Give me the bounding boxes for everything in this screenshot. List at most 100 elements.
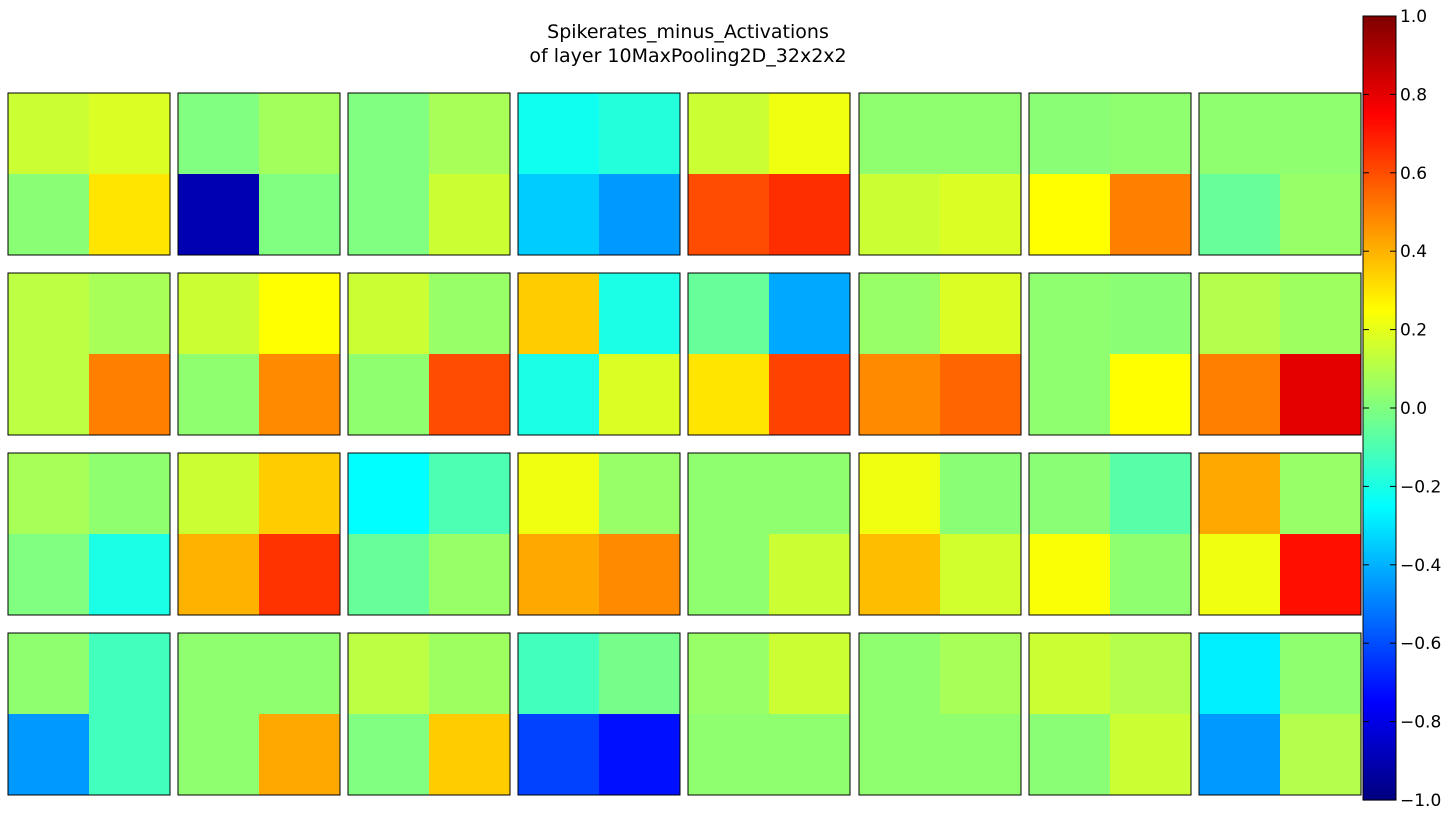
heatmap-cell <box>89 714 171 796</box>
colorbar-segment <box>1363 352 1396 357</box>
colorbar-segment <box>1363 273 1396 277</box>
heatmap-cell <box>429 453 511 535</box>
colorbar-segment <box>1363 444 1396 449</box>
colorbar-segment <box>1363 524 1396 529</box>
colorbar-tick-label: 0.6 <box>1400 164 1427 184</box>
heatmap-cell <box>178 714 260 796</box>
panel-frame <box>517 272 681 436</box>
colorbar-segment <box>1363 404 1396 409</box>
colorbar-segment <box>1363 377 1396 382</box>
colorbar-segment <box>1363 720 1396 725</box>
colorbar-segment <box>1363 49 1396 54</box>
colorbar-segment <box>1363 401 1396 406</box>
colorbar-segment <box>1363 686 1396 691</box>
colorbar-segment <box>1363 423 1396 427</box>
heatmap-cell <box>8 534 90 616</box>
colorbar-segment <box>1363 156 1396 161</box>
panel-frame <box>858 272 1022 436</box>
colorbar-segment <box>1363 460 1396 464</box>
colorbar-tick-label: −0.8 <box>1400 713 1441 733</box>
colorbar-segment <box>1363 408 1396 412</box>
colorbar-tick-label: 1.0 <box>1400 7 1427 27</box>
colorbar-segment <box>1363 120 1396 124</box>
heatmap-cell <box>1280 453 1362 535</box>
heatmap-cell <box>1029 714 1111 796</box>
colorbar-segment <box>1363 242 1396 247</box>
colorbar-segment <box>1363 646 1396 651</box>
colorbar-segment <box>1363 738 1396 743</box>
colorbar-segment <box>1363 285 1396 290</box>
colorbar-segment <box>1363 711 1396 715</box>
colorbar-segment <box>1363 288 1396 293</box>
colorbar-segment <box>1363 398 1396 403</box>
colorbar-segment <box>1363 729 1396 734</box>
colorbar-tick-label: −0.6 <box>1400 634 1441 654</box>
colorbar-segment <box>1363 754 1396 758</box>
heatmap-cell <box>940 714 1022 796</box>
colorbar-segment <box>1363 264 1396 268</box>
colorbar-segment <box>1363 643 1396 648</box>
heatmap-cell <box>89 534 171 616</box>
colorbar-segment <box>1363 781 1396 786</box>
colorbar-segment <box>1363 683 1396 688</box>
heatmap-cell <box>769 633 851 715</box>
colorbar-segment <box>1363 184 1396 189</box>
heatmap-cell <box>688 534 770 616</box>
colorbar-segment <box>1363 313 1396 317</box>
colorbar-segment <box>1363 270 1396 274</box>
heatmap-cell <box>1029 273 1111 355</box>
heatmap-cell <box>769 273 851 355</box>
colorbar-segment <box>1363 751 1396 755</box>
colorbar-segment <box>1363 536 1396 541</box>
colorbar-segment <box>1363 291 1396 296</box>
colorbar-segment <box>1363 218 1396 222</box>
heatmap-cell <box>429 273 511 355</box>
colorbar-segment <box>1363 521 1396 525</box>
heatmap-cell <box>769 534 851 616</box>
heatmap-cell <box>1199 633 1281 715</box>
heatmap-cell <box>940 273 1022 355</box>
colorbar-segment <box>1363 604 1396 608</box>
heatmap-cell <box>8 453 90 535</box>
heatmap-cell <box>1280 174 1362 256</box>
colorbar-segment <box>1363 558 1396 562</box>
heatmap-cell <box>178 93 260 175</box>
colorbar-segment <box>1363 40 1396 45</box>
colorbar-segment <box>1363 349 1396 354</box>
heatmap-cell <box>1199 453 1281 535</box>
colorbar-segment <box>1363 55 1396 60</box>
colorbar-segment <box>1363 98 1396 103</box>
colorbar-segment <box>1363 512 1396 516</box>
colorbar-tick-label: −0.4 <box>1400 556 1441 576</box>
colorbar-segment <box>1363 438 1396 443</box>
panel-frame <box>1028 92 1192 256</box>
heatmap-cell <box>769 93 851 175</box>
heatmap-cell <box>940 354 1022 436</box>
chart-title-line-1: Spikerates_minus_Activations <box>547 21 829 43</box>
colorbar-segment <box>1363 763 1396 767</box>
colorbar-segment <box>1363 251 1396 256</box>
colorbar-segment <box>1363 236 1396 241</box>
colorbar-segment <box>1363 221 1396 225</box>
colorbar-segment <box>1363 432 1396 437</box>
heatmap-cell <box>1029 93 1111 175</box>
colorbar-segment <box>1363 735 1396 740</box>
colorbar-segment <box>1363 107 1396 112</box>
colorbar-segment <box>1363 637 1396 642</box>
colorbar-segment <box>1363 68 1396 72</box>
colorbar-segment <box>1363 429 1396 434</box>
panel-frame <box>347 272 511 436</box>
colorbar-segment <box>1363 555 1396 559</box>
colorbar-segment <box>1363 769 1396 774</box>
colorbar-segment <box>1363 86 1396 91</box>
colorbar-segment <box>1363 634 1396 639</box>
heatmap-cell <box>1110 453 1192 535</box>
heatmap-cell <box>8 93 90 175</box>
colorbar-segment <box>1363 420 1396 424</box>
colorbar-segment <box>1363 150 1396 155</box>
colorbar-segment <box>1363 426 1396 431</box>
heatmap-cell <box>859 273 941 355</box>
heatmap-cell <box>1280 534 1362 616</box>
colorbar-segment <box>1363 506 1396 510</box>
colorbar-segment <box>1363 346 1396 351</box>
